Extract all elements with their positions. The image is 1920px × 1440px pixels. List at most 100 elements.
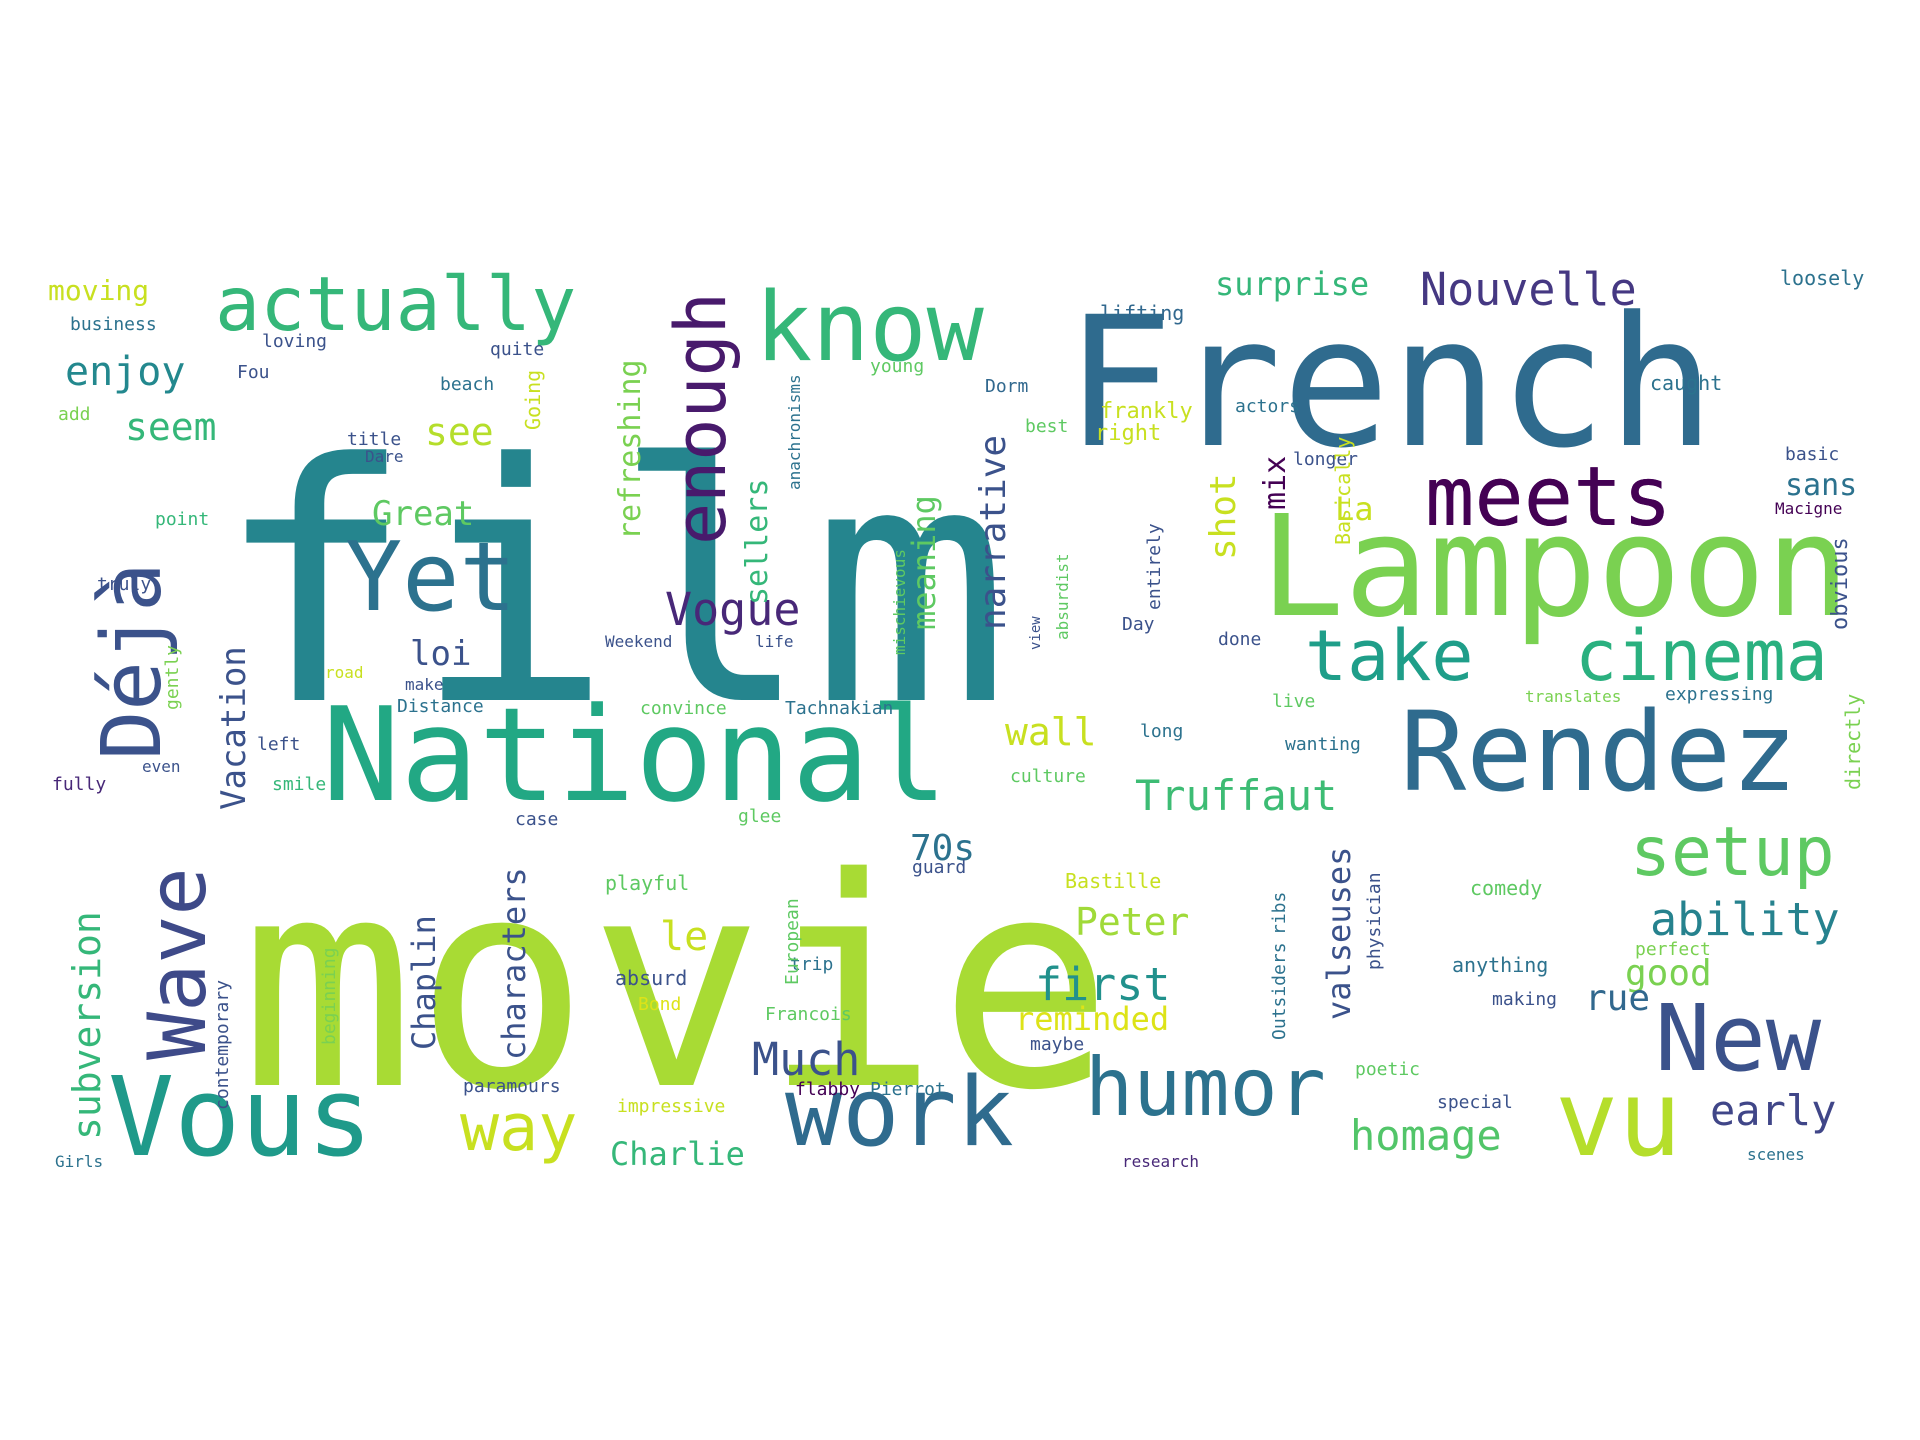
cloud-word: wanting bbox=[1285, 734, 1361, 755]
cloud-word: live bbox=[1272, 691, 1315, 712]
cloud-word: movie bbox=[240, 817, 1113, 1154]
cloud-word: making bbox=[1492, 989, 1557, 1010]
cloud-word: narrative bbox=[973, 435, 1014, 630]
cloud-word: meaning bbox=[905, 495, 943, 630]
cloud-word: contemporary bbox=[212, 980, 233, 1110]
cloud-word: fully bbox=[52, 774, 106, 795]
cloud-word: Much bbox=[752, 1033, 860, 1086]
cloud-word: see bbox=[425, 410, 494, 454]
cloud-word: good bbox=[1625, 953, 1712, 994]
cloud-word: smile bbox=[272, 774, 326, 795]
cloud-word: Vous bbox=[108, 1053, 373, 1181]
cloud-word: done bbox=[1218, 629, 1261, 650]
cloud-word: meets bbox=[1425, 450, 1672, 545]
cloud-word: add bbox=[58, 404, 91, 425]
cloud-word: caught bbox=[1650, 371, 1722, 395]
cloud-word: early bbox=[1710, 1086, 1836, 1135]
cloud-word: translates bbox=[1525, 687, 1621, 706]
cloud-word: Truffaut bbox=[1135, 771, 1337, 820]
cloud-word: way bbox=[460, 1091, 577, 1166]
cloud-word: road bbox=[325, 663, 364, 682]
cloud-word: perfect bbox=[1635, 939, 1711, 960]
cloud-word: wall bbox=[1005, 710, 1097, 754]
cloud-word: physician bbox=[1364, 872, 1385, 970]
cloud-word: reminded bbox=[1015, 1000, 1169, 1038]
cloud-word: Francois bbox=[765, 1004, 852, 1025]
cloud-word: homage bbox=[1350, 1111, 1502, 1160]
cloud-word: absurd bbox=[615, 966, 687, 990]
cloud-word: refreshing bbox=[613, 359, 648, 540]
cloud-word: culture bbox=[1010, 766, 1086, 787]
cloud-word: special bbox=[1437, 1092, 1513, 1113]
cloud-word: Basically bbox=[1331, 437, 1355, 545]
cloud-word: beach bbox=[440, 374, 494, 395]
cloud-word: Bastille bbox=[1065, 869, 1161, 893]
cloud-word: scenes bbox=[1747, 1145, 1805, 1164]
cloud-word: Girls bbox=[55, 1152, 103, 1171]
cloud-word: best bbox=[1025, 416, 1068, 437]
cloud-word: take bbox=[1305, 615, 1474, 697]
cloud-word: longer bbox=[1293, 449, 1358, 470]
cloud-word: long bbox=[1140, 721, 1183, 742]
cloud-word: entirely bbox=[1144, 523, 1165, 610]
cloud-word: anachronisms bbox=[785, 374, 804, 490]
cloud-word: absurdist bbox=[1053, 553, 1072, 640]
cloud-word: work bbox=[785, 1058, 1014, 1168]
cloud-word: even bbox=[142, 757, 181, 776]
cloud-word: Tachnakian bbox=[785, 698, 893, 719]
cloud-word: frankly bbox=[1100, 399, 1193, 424]
cloud-word: Day bbox=[1122, 614, 1155, 635]
cloud-word: Fou bbox=[237, 362, 270, 383]
cloud-word: Lampoon bbox=[1260, 486, 1850, 649]
cloud-word: business bbox=[70, 314, 157, 335]
cloud-word: view bbox=[1028, 616, 1044, 650]
cloud-word: National bbox=[322, 679, 948, 831]
cloud-word: obvious bbox=[1828, 537, 1853, 630]
cloud-word: surprise bbox=[1215, 265, 1369, 303]
cloud-word: Weekend bbox=[605, 632, 672, 651]
cloud-word: expressing bbox=[1665, 684, 1773, 705]
cloud-word: Rendez bbox=[1400, 688, 1797, 816]
cloud-word: Dare bbox=[365, 447, 404, 466]
cloud-word: first bbox=[1035, 958, 1170, 1011]
cloud-word: Distance bbox=[397, 696, 484, 717]
cloud-word: Vacation bbox=[214, 646, 254, 810]
cloud-word: anything bbox=[1452, 953, 1548, 977]
cloud-word: meets bbox=[1425, 450, 1672, 545]
cloud-word: loi bbox=[410, 634, 471, 674]
cloud-word: rue bbox=[1585, 978, 1650, 1019]
cloud-word: La bbox=[1335, 490, 1374, 528]
cloud-word: actually bbox=[215, 260, 576, 348]
cloud-word: ribs bbox=[1269, 892, 1290, 935]
cloud-word: maybe bbox=[1030, 1034, 1084, 1055]
cloud-word: Chaplin bbox=[405, 915, 443, 1050]
cloud-word: actors bbox=[1235, 396, 1300, 417]
cloud-word: Outsiders bbox=[1269, 942, 1290, 1040]
cloud-word: impressive bbox=[617, 1096, 725, 1117]
cloud-word: moving bbox=[48, 274, 149, 307]
cloud-word: Dorm bbox=[985, 376, 1028, 397]
cloud-word: make bbox=[405, 675, 444, 694]
cloud-word: setup bbox=[1630, 813, 1835, 892]
cloud-word: sellers bbox=[740, 479, 775, 605]
cloud-word: 70s bbox=[910, 828, 975, 869]
cloud-word: lifting bbox=[1100, 301, 1184, 325]
cloud-word: quite bbox=[490, 339, 544, 360]
cloud-word: flabby bbox=[795, 1079, 860, 1100]
cloud-word: cinema bbox=[1575, 615, 1828, 697]
cloud-word: Nouvelle bbox=[1420, 263, 1637, 316]
cloud-word: Macigne bbox=[1775, 499, 1842, 518]
cloud-word: convince bbox=[640, 698, 727, 719]
cloud-word: poetic bbox=[1355, 1059, 1420, 1080]
cloud-word: mix bbox=[1258, 456, 1293, 510]
cloud-word: glee bbox=[738, 806, 781, 827]
cloud-word: title bbox=[347, 429, 401, 450]
cloud-word: comedy bbox=[1470, 876, 1542, 900]
cloud-word: life bbox=[755, 632, 794, 651]
cloud-word: truly bbox=[97, 574, 151, 595]
cloud-word: vu bbox=[1555, 1058, 1681, 1180]
cloud-word: Wave bbox=[131, 867, 224, 1060]
cloud-word: le bbox=[660, 914, 708, 960]
